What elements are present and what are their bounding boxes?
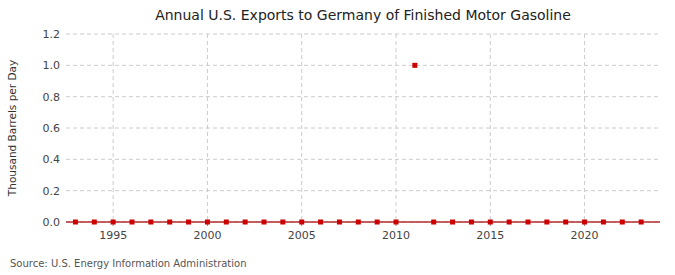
grid-line (66, 128, 660, 129)
source: Source: U.S. Energy Information Administ… (10, 258, 247, 269)
point (507, 220, 512, 225)
point (92, 220, 97, 225)
tick-label: 2000 (193, 229, 221, 242)
point (375, 220, 380, 225)
point (167, 220, 172, 225)
grid (66, 34, 660, 222)
point (73, 220, 78, 225)
point (582, 220, 587, 225)
point (563, 220, 568, 225)
point (337, 220, 342, 225)
point (186, 220, 191, 225)
point (394, 220, 399, 225)
point (111, 220, 116, 225)
point (148, 220, 153, 225)
point (318, 220, 323, 225)
grid-line (396, 34, 397, 222)
title: Annual U.S. Exports to Germany of Finish… (155, 7, 571, 23)
tick-label: 2020 (571, 229, 599, 242)
point (488, 220, 493, 225)
point (205, 220, 210, 225)
tick-label: 0.2 (43, 185, 61, 198)
tick-label: 1.2 (43, 28, 61, 41)
tick-label: 0.0 (43, 216, 61, 229)
point (262, 220, 267, 225)
point (431, 220, 436, 225)
x-axis (66, 222, 660, 223)
tick-label: 1.0 (43, 59, 61, 72)
point (450, 220, 455, 225)
grid-line (66, 222, 660, 223)
tick-label: 2005 (288, 229, 316, 242)
tick-label: 0.8 (43, 91, 61, 104)
point (412, 63, 417, 68)
point (601, 220, 606, 225)
point (130, 220, 135, 225)
point (620, 220, 625, 225)
point (526, 220, 531, 225)
tick-label: 1995 (99, 229, 127, 242)
grid-line (66, 34, 660, 35)
grid-line (66, 96, 660, 97)
point (224, 220, 229, 225)
tick-label: 0.6 (43, 122, 61, 135)
chart: Annual U.S. Exports to Germany of Finish… (0, 0, 675, 275)
point (299, 220, 304, 225)
grid-line (66, 190, 660, 191)
tick-label: 0.4 (43, 153, 61, 166)
point (243, 220, 248, 225)
grid-line (584, 34, 585, 222)
grid-line (66, 159, 660, 160)
point (356, 220, 361, 225)
tick-label: 2010 (382, 229, 410, 242)
grid-line (301, 34, 302, 222)
grid-line (113, 34, 114, 222)
points (73, 63, 644, 225)
point (280, 220, 285, 225)
tick-label: 2015 (476, 229, 504, 242)
grid-line (66, 65, 660, 66)
grid-line (207, 34, 208, 222)
point (469, 220, 474, 225)
point (544, 220, 549, 225)
baseline (66, 222, 660, 223)
point (639, 220, 644, 225)
grid-line (490, 34, 491, 222)
y-label: Thousand Barrels per Day (6, 60, 18, 197)
